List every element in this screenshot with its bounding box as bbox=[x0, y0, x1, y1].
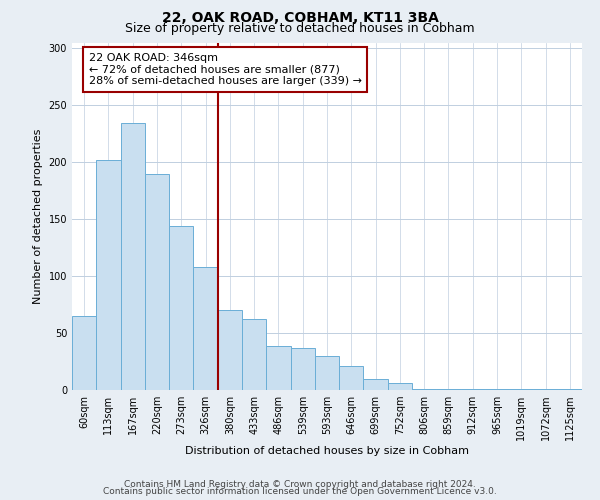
Bar bbox=[558, 389, 582, 390]
Text: 22, OAK ROAD, COBHAM, KT11 3BA: 22, OAK ROAD, COBHAM, KT11 3BA bbox=[161, 11, 439, 25]
Bar bbox=[315, 356, 339, 390]
Bar bbox=[218, 310, 242, 390]
Bar bbox=[364, 378, 388, 390]
Bar bbox=[388, 383, 412, 390]
Bar bbox=[533, 389, 558, 390]
Y-axis label: Number of detached properties: Number of detached properties bbox=[33, 128, 43, 304]
Bar bbox=[412, 389, 436, 390]
X-axis label: Distribution of detached houses by size in Cobham: Distribution of detached houses by size … bbox=[185, 446, 469, 456]
Bar bbox=[266, 346, 290, 390]
Bar bbox=[121, 124, 145, 390]
Bar bbox=[485, 389, 509, 390]
Bar bbox=[436, 389, 461, 390]
Bar bbox=[461, 389, 485, 390]
Bar bbox=[509, 389, 533, 390]
Text: Contains public sector information licensed under the Open Government Licence v3: Contains public sector information licen… bbox=[103, 488, 497, 496]
Bar bbox=[290, 348, 315, 390]
Bar bbox=[339, 366, 364, 390]
Bar bbox=[96, 160, 121, 390]
Text: Size of property relative to detached houses in Cobham: Size of property relative to detached ho… bbox=[125, 22, 475, 35]
Bar bbox=[145, 174, 169, 390]
Text: 22 OAK ROAD: 346sqm
← 72% of detached houses are smaller (877)
28% of semi-detac: 22 OAK ROAD: 346sqm ← 72% of detached ho… bbox=[89, 53, 362, 86]
Text: Contains HM Land Registry data © Crown copyright and database right 2024.: Contains HM Land Registry data © Crown c… bbox=[124, 480, 476, 489]
Bar bbox=[242, 320, 266, 390]
Bar bbox=[169, 226, 193, 390]
Bar bbox=[193, 267, 218, 390]
Bar bbox=[72, 316, 96, 390]
